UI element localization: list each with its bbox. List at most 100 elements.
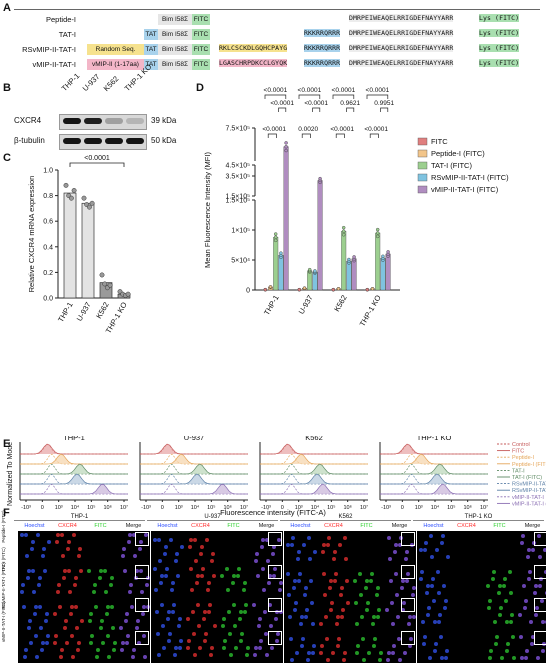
cell-spot — [389, 579, 393, 583]
cell-spot — [329, 608, 333, 612]
cell-spot — [506, 642, 510, 646]
cell-spot — [433, 620, 437, 624]
channel-header: Merge — [391, 523, 408, 529]
micrograph-tile — [217, 597, 250, 630]
data-point — [284, 144, 288, 149]
row-label: vMIP-II-TAT-I (FITC) — [1, 601, 6, 642]
channel-header: Merge — [258, 523, 275, 529]
cell-spot — [28, 619, 32, 623]
cell-spot — [498, 613, 502, 617]
inset-box — [135, 565, 149, 579]
cell-spot — [313, 550, 317, 554]
x-tick-label: 10³ — [415, 505, 423, 511]
legend-label: Peptide-I — [512, 455, 534, 461]
cell-spot — [41, 554, 45, 558]
cell-spot — [100, 619, 104, 623]
cell-spot — [72, 533, 76, 537]
cell-spot — [109, 583, 113, 587]
cell-spot — [222, 617, 226, 621]
x-tick-label: U-937 — [297, 294, 315, 316]
x-tick-label: 10⁶ — [463, 504, 471, 511]
cell-spot — [23, 655, 27, 659]
cell-line-header: THP-1 — [14, 514, 145, 521]
cell-spot — [321, 550, 325, 554]
cell-spot — [287, 593, 291, 597]
cell-spot — [131, 655, 135, 659]
cell-spot — [55, 540, 59, 544]
x-tick-label: -10³ — [261, 505, 271, 511]
channel-header: CXCR4 — [191, 523, 210, 529]
legend-label: FITC — [512, 449, 524, 455]
cell-spot — [446, 555, 450, 559]
cell-spot — [430, 555, 434, 559]
cell-spot — [165, 567, 169, 571]
sequence-tat: RKKRRQRRR — [304, 59, 341, 67]
sequence-bim: DMRPEIWEAQELRRIGDEFNAYYARR — [349, 29, 454, 37]
cell-spot — [505, 620, 509, 624]
cell-spot — [328, 586, 332, 590]
micrograph-tile — [84, 630, 117, 663]
cell-spot — [63, 569, 67, 573]
cell-spot — [139, 569, 143, 573]
cell-spot — [372, 615, 376, 619]
micrograph-tile — [284, 564, 317, 597]
cell-spot — [402, 601, 406, 605]
panel-b-western-blot: THP-1 U-937 K562 THP-1 KO CXCR4 39 kDa β-tubul… — [0, 62, 185, 150]
cell-spot — [189, 567, 193, 571]
legend-label: Peptide-I (FITC) — [431, 149, 485, 158]
cell-spot — [309, 579, 313, 583]
cell-spot — [375, 593, 379, 597]
micrograph-tile — [516, 564, 546, 597]
legend-label: TAT-I (FITC) — [431, 161, 472, 170]
y-tick-label: 0 — [246, 288, 250, 295]
cell-spot — [523, 606, 527, 610]
data-point — [341, 225, 346, 230]
cell-spot — [40, 648, 44, 652]
cell-spot — [428, 656, 432, 660]
micrograph-tile — [51, 531, 84, 564]
cell-spot — [153, 538, 157, 542]
cell-spot — [258, 617, 262, 621]
cell-spot — [30, 547, 34, 551]
micrograph-tile — [117, 531, 150, 564]
cell-spot — [35, 655, 39, 659]
micrograph-tile — [483, 597, 516, 630]
x-tick-label: 10⁵ — [207, 504, 215, 511]
cell-spot — [433, 649, 437, 653]
molecular-weight: 50 kDa — [151, 136, 177, 145]
cell-spot — [412, 615, 416, 619]
data-point — [81, 195, 87, 201]
cell-spot — [212, 574, 216, 578]
construct-domain-chip: FITC — [192, 14, 210, 25]
cell-spot — [207, 581, 211, 585]
micrograph-tile — [317, 531, 350, 564]
cell-spot — [290, 543, 294, 547]
cell-spot — [504, 599, 508, 603]
cell-spot — [519, 635, 523, 639]
x-tick-label: 0 — [281, 505, 284, 511]
cell-spot — [541, 620, 545, 624]
x-tick-label: 10⁴ — [311, 504, 320, 511]
cell-spot — [213, 624, 217, 628]
cell-spot — [45, 612, 49, 616]
cell-spot — [177, 624, 181, 628]
cell-spot — [38, 576, 42, 580]
cell-spot — [209, 653, 213, 657]
bar — [380, 257, 386, 291]
construct-name: Peptide-I — [45, 15, 76, 24]
cell-spot — [243, 581, 247, 585]
cell-spot — [93, 583, 97, 587]
cell-spot — [113, 641, 117, 645]
cell-spot — [39, 626, 43, 630]
cell-spot — [376, 586, 380, 590]
cell-spot — [54, 634, 58, 638]
cell-spot — [180, 545, 184, 549]
significance-bracket — [312, 107, 321, 112]
sample-histogram — [140, 473, 248, 485]
cell-spot — [242, 588, 246, 592]
cell-spot — [325, 637, 329, 641]
cell-spot — [531, 635, 535, 639]
micrograph-tile — [18, 630, 51, 663]
cell-spot — [265, 538, 269, 542]
cell-spot — [205, 538, 209, 542]
